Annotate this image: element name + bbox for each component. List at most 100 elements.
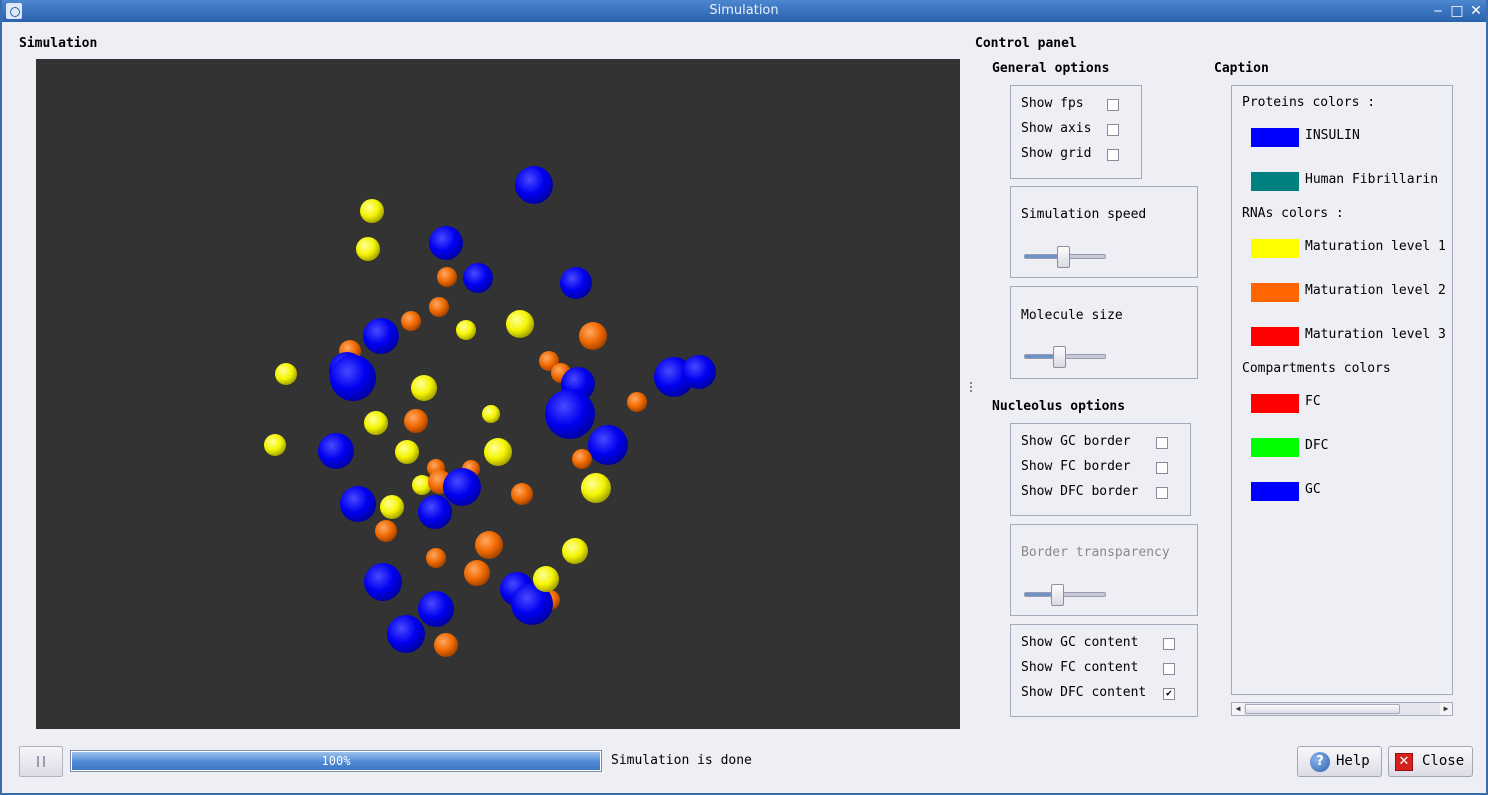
- show-dfc-content-checkbox[interactable]: ✔: [1163, 688, 1175, 700]
- help-button-label: Help: [1336, 753, 1370, 769]
- progress-percent: 100%: [321, 754, 351, 768]
- orange-molecule: [572, 449, 592, 469]
- show-gc-content-option[interactable]: Show GC content: [1021, 633, 1138, 653]
- show-grid-checkbox[interactable]: [1107, 149, 1119, 161]
- show-fc-content-label: Show FC content: [1021, 660, 1139, 675]
- app-icon[interactable]: [6, 3, 22, 19]
- blue-molecule: [560, 267, 592, 299]
- caption-horizontal-scrollbar[interactable]: ◀ ▶: [1231, 702, 1453, 716]
- show-grid-label: Show grid: [1021, 146, 1092, 161]
- pause-button[interactable]: [19, 746, 63, 777]
- yellow-molecule: [562, 538, 588, 564]
- scrollbar-thumb[interactable]: [1245, 704, 1400, 714]
- general-options-title: General options: [992, 61, 1110, 76]
- show-dfc-border-checkbox[interactable]: [1156, 487, 1168, 499]
- blue-molecule: [418, 495, 452, 529]
- blue-molecule: [443, 468, 481, 506]
- simulation-section-title: Simulation: [19, 36, 98, 51]
- yellow-molecule: [411, 375, 437, 401]
- caption-panel[interactable]: Proteins colors : INSULIN Human Fibrilla…: [1231, 85, 1453, 695]
- orange-molecule: [511, 483, 533, 505]
- molecule-canvas[interactable]: [36, 59, 960, 729]
- show-fc-content-checkbox[interactable]: [1163, 663, 1175, 675]
- dfc-label: DFC: [1305, 438, 1329, 453]
- show-dfc-border-label: Show DFC border: [1021, 484, 1139, 499]
- simulation-viewport[interactable]: [36, 59, 960, 729]
- simulation-speed-fill: [1025, 255, 1064, 258]
- orange-molecule: [429, 297, 449, 317]
- progress-fill: [72, 752, 600, 770]
- maturation-level-3-swatch: [1251, 327, 1299, 346]
- maturation-level-3-label: Maturation level 3: [1305, 327, 1446, 342]
- maximize-icon[interactable]: □: [1450, 3, 1464, 19]
- scroll-right-icon[interactable]: ▶: [1440, 703, 1452, 715]
- border-transparency-slider[interactable]: [1024, 584, 1106, 606]
- molecule-group: [264, 166, 716, 657]
- yellow-molecule: [395, 440, 419, 464]
- blue-molecule: [545, 389, 595, 439]
- show-gc-border-option[interactable]: Show GC border: [1021, 432, 1131, 452]
- show-axis-checkbox[interactable]: [1107, 124, 1119, 136]
- blue-molecule: [387, 615, 425, 653]
- border-transparency-handle[interactable]: [1051, 584, 1064, 606]
- show-axis-option[interactable]: Show axis: [1021, 119, 1091, 139]
- help-button[interactable]: ? Help: [1297, 746, 1382, 777]
- orange-molecule: [475, 531, 503, 559]
- molecule-size-frame: Molecule size: [1010, 286, 1198, 379]
- blue-molecule: [515, 166, 553, 204]
- yellow-molecule: [456, 320, 476, 340]
- panel-splitter-handle[interactable]: [969, 380, 973, 394]
- yellow-molecule: [484, 438, 512, 466]
- nucleolus-options-title: Nucleolus options: [992, 399, 1126, 414]
- show-gc-border-label: Show GC border: [1021, 434, 1131, 449]
- simulation-speed-handle[interactable]: [1057, 246, 1071, 268]
- orange-molecule: [627, 392, 647, 412]
- show-fc-border-label: Show FC border: [1021, 459, 1131, 474]
- show-fps-checkbox[interactable]: [1107, 99, 1119, 111]
- maturation-level-1-swatch: [1251, 239, 1299, 258]
- blue-molecule: [463, 263, 493, 293]
- yellow-molecule: [264, 434, 286, 456]
- yellow-molecule: [356, 237, 380, 261]
- molecule-size-slider[interactable]: [1024, 346, 1106, 368]
- show-fc-content-option[interactable]: Show FC content: [1021, 658, 1138, 678]
- orange-molecule: [464, 560, 490, 586]
- show-dfc-content-label: Show DFC content: [1021, 685, 1147, 700]
- yellow-molecule: [506, 310, 534, 338]
- orange-molecule: [437, 267, 457, 287]
- show-axis-label: Show axis: [1021, 121, 1092, 136]
- yellow-molecule: [482, 405, 500, 423]
- gc-swatch: [1251, 482, 1299, 501]
- fc-label: FC: [1305, 394, 1321, 409]
- pause-icon: [37, 756, 39, 767]
- orange-molecule: [401, 311, 421, 331]
- molecule-size-handle[interactable]: [1052, 346, 1066, 368]
- blue-molecule: [364, 563, 402, 601]
- close-button[interactable]: ✕ Close: [1388, 746, 1473, 777]
- show-fps-option[interactable]: Show fps: [1021, 94, 1084, 114]
- show-dfc-content-option[interactable]: Show DFC content: [1021, 683, 1146, 703]
- show-gc-content-checkbox[interactable]: [1163, 638, 1175, 650]
- show-gc-border-checkbox[interactable]: [1156, 437, 1168, 449]
- simulation-speed-frame: Simulation speed: [1010, 186, 1198, 278]
- show-gc-content-label: Show GC content: [1021, 635, 1139, 650]
- scroll-left-icon[interactable]: ◀: [1232, 703, 1244, 715]
- show-dfc-border-option[interactable]: Show DFC border: [1021, 482, 1138, 502]
- yellow-molecule: [275, 363, 297, 385]
- gc-label: GC: [1305, 482, 1321, 497]
- blue-molecule: [418, 591, 454, 627]
- control-panel-title: Control panel: [975, 36, 1077, 51]
- blue-molecule: [682, 355, 716, 389]
- general-options-frame: Show fps Show axis Show grid: [1010, 85, 1142, 179]
- yellow-molecule: [364, 411, 388, 435]
- show-fc-border-option[interactable]: Show FC border: [1021, 457, 1131, 477]
- close-button-label: Close: [1422, 753, 1465, 769]
- show-fc-border-checkbox[interactable]: [1156, 462, 1168, 474]
- compartments-colors-header: Compartments colors: [1242, 361, 1391, 376]
- minimize-icon[interactable]: ‒: [1433, 3, 1443, 19]
- window-close-icon[interactable]: ✕: [1470, 3, 1482, 19]
- simulation-speed-slider[interactable]: [1024, 246, 1106, 268]
- yellow-molecule: [360, 199, 384, 223]
- show-grid-option[interactable]: Show grid: [1021, 144, 1091, 164]
